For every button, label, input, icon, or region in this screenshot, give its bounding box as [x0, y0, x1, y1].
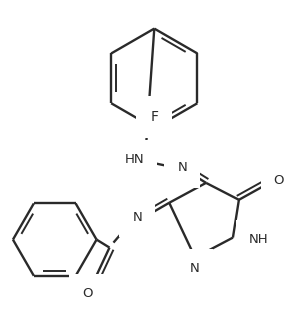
Text: O: O [82, 287, 93, 300]
Text: F: F [150, 110, 158, 124]
Text: N: N [177, 161, 187, 174]
Text: N: N [190, 262, 200, 275]
Text: NH: NH [249, 233, 269, 246]
Text: O: O [274, 174, 284, 188]
Text: N: N [132, 211, 142, 224]
Text: HN: HN [125, 154, 144, 166]
